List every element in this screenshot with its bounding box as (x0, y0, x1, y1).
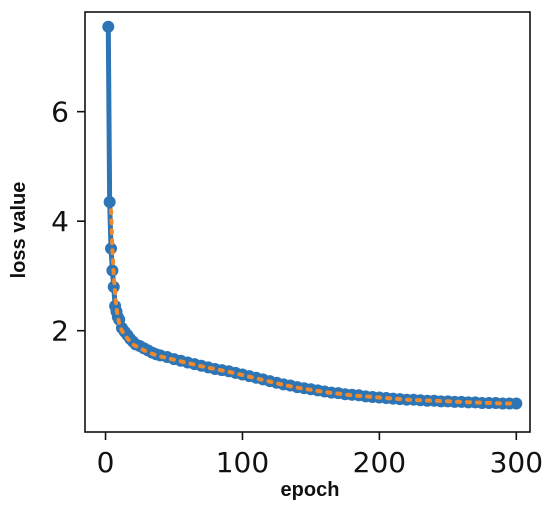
series-1-point (510, 397, 523, 410)
y-tick-label: 2 (51, 315, 69, 348)
series-1-point (102, 20, 115, 33)
x-tick-label: 0 (97, 446, 115, 479)
x-tick-label: 100 (216, 446, 269, 479)
series-layer (102, 20, 523, 410)
y-ticks: 2 4 6 (51, 96, 85, 348)
x-ticks: 0 100 200 300 (97, 432, 543, 479)
x-tick-label: 300 (490, 446, 543, 479)
y-tick-label: 6 (51, 96, 69, 129)
series-line-2 (109, 208, 519, 406)
x-axis-label: epoch (281, 479, 340, 501)
x-tick-label: 200 (353, 446, 406, 479)
y-axis-label: loss value (8, 182, 30, 279)
series-1-point (103, 196, 116, 209)
plot-area (84, 11, 531, 433)
y-tick-label: 4 (51, 205, 69, 238)
